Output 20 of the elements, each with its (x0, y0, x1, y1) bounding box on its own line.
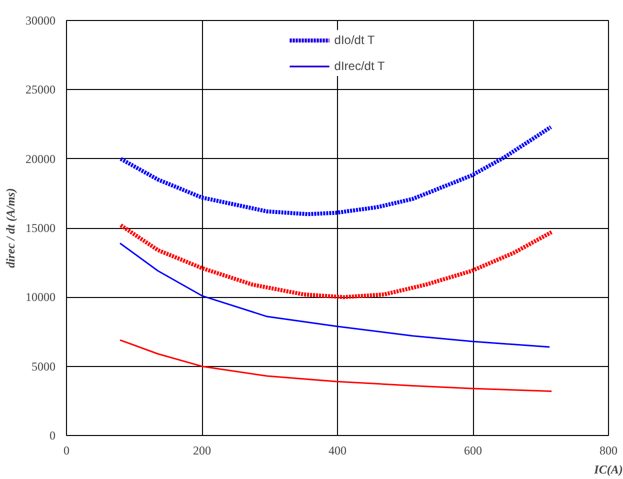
line-series (119, 242, 550, 348)
y-tick-label: 30000 (26, 14, 56, 28)
y-tick-label: 5000 (32, 359, 56, 374)
x-tick-label: 200 (193, 444, 211, 458)
y-tick-label: 10000 (26, 290, 56, 304)
y-tick-label: 15000 (26, 221, 56, 235)
y-tick-label: 25000 (26, 82, 56, 97)
legend-label: dIrec/dt T (334, 59, 385, 73)
x-tick-label: 800 (600, 444, 618, 458)
line-series (118, 223, 554, 300)
y-tick-label: 20000 (26, 152, 56, 166)
line-series (118, 125, 553, 216)
y-axis-title: direc / dt (A/ms) (4, 188, 18, 268)
legend-label: dIo/dt T (334, 33, 375, 47)
x-tick-label: 0 (64, 444, 70, 458)
x-tick-label: 600 (464, 444, 482, 458)
x-tick-label: 400 (328, 444, 346, 458)
y-tick-label: 0 (50, 428, 56, 442)
line-series (119, 339, 552, 392)
x-axis-title: IC(A) (593, 462, 623, 476)
